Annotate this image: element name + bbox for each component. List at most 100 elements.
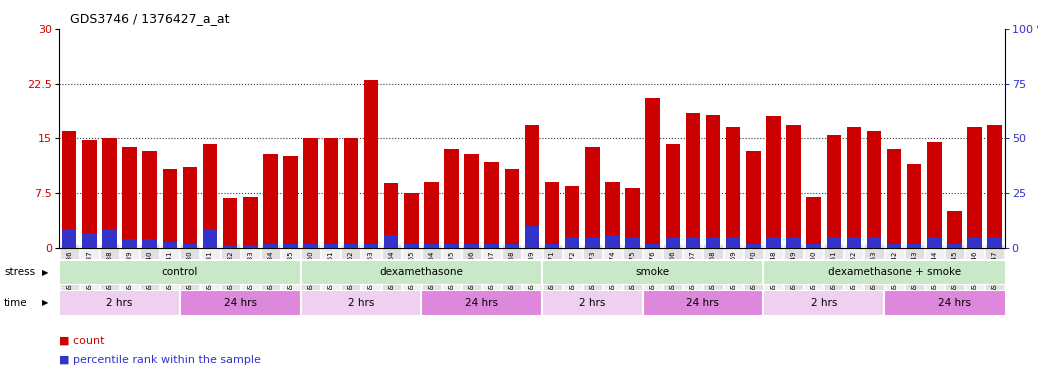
Bar — [363, 244, 378, 248]
Bar — [948, 244, 962, 248]
Bar — [907, 244, 922, 248]
Bar — [565, 186, 579, 248]
Bar — [766, 237, 781, 248]
Bar — [927, 142, 941, 248]
Bar — [485, 244, 499, 248]
Bar — [605, 235, 620, 248]
Bar — [283, 156, 298, 248]
Bar — [264, 244, 277, 248]
Bar — [987, 237, 1002, 248]
Bar — [746, 151, 761, 248]
Text: smoke: smoke — [635, 267, 670, 277]
Bar — [826, 135, 841, 248]
Bar — [643, 290, 763, 316]
Bar — [886, 244, 901, 248]
Bar — [122, 239, 137, 248]
Bar — [542, 260, 763, 285]
Bar — [884, 290, 1025, 316]
Text: 24 hrs: 24 hrs — [938, 298, 971, 308]
Bar — [344, 244, 358, 248]
Bar — [421, 290, 542, 316]
Bar — [303, 244, 318, 248]
Bar — [763, 290, 884, 316]
Bar — [766, 116, 781, 248]
Bar — [344, 138, 358, 248]
Bar — [59, 290, 180, 316]
Bar — [223, 245, 238, 248]
Bar — [243, 245, 257, 248]
Text: 24 hrs: 24 hrs — [686, 298, 719, 308]
Bar — [665, 237, 680, 248]
Bar — [646, 244, 660, 248]
Bar — [525, 226, 539, 248]
Bar — [542, 290, 643, 316]
Bar — [927, 237, 941, 248]
Text: dexamethasone + smoke: dexamethasone + smoke — [827, 267, 961, 277]
Text: ▶: ▶ — [43, 268, 49, 277]
Bar — [545, 182, 559, 248]
Bar — [180, 290, 301, 316]
Bar — [867, 131, 881, 248]
Bar — [565, 237, 579, 248]
Text: stress: stress — [4, 267, 35, 277]
Bar — [485, 162, 499, 248]
Bar — [787, 237, 800, 248]
Bar — [847, 237, 862, 248]
Bar — [301, 260, 542, 285]
Text: ■ count: ■ count — [59, 336, 105, 346]
Bar — [163, 169, 177, 248]
Bar — [183, 244, 197, 248]
Bar — [384, 235, 399, 248]
Bar — [122, 147, 137, 248]
Bar — [706, 237, 720, 248]
Bar — [967, 127, 982, 248]
Bar — [787, 125, 800, 248]
Bar — [706, 115, 720, 248]
Text: ▶: ▶ — [43, 298, 49, 308]
Text: 2 hrs: 2 hrs — [579, 298, 605, 308]
Bar — [763, 260, 1025, 285]
Bar — [243, 197, 257, 248]
Bar — [585, 237, 600, 248]
Bar — [948, 211, 962, 248]
Bar — [142, 151, 157, 248]
Bar — [183, 167, 197, 248]
Bar — [223, 198, 238, 248]
Bar — [987, 125, 1002, 248]
Bar — [425, 182, 439, 248]
Bar — [384, 184, 399, 248]
Bar — [585, 147, 600, 248]
Bar — [202, 144, 217, 248]
Bar — [464, 244, 479, 248]
Bar — [264, 154, 277, 248]
Text: 2 hrs: 2 hrs — [811, 298, 837, 308]
Bar — [686, 113, 701, 248]
Bar — [82, 140, 97, 248]
Bar — [726, 237, 740, 248]
Bar — [62, 131, 77, 248]
Text: ■ percentile rank within the sample: ■ percentile rank within the sample — [59, 355, 261, 365]
Text: 24 hrs: 24 hrs — [465, 298, 498, 308]
Text: time: time — [4, 298, 28, 308]
Bar — [646, 98, 660, 248]
Bar — [625, 237, 639, 248]
Bar — [62, 230, 77, 248]
Bar — [464, 154, 479, 248]
Text: 2 hrs: 2 hrs — [348, 298, 374, 308]
Text: 24 hrs: 24 hrs — [224, 298, 256, 308]
Bar — [807, 197, 821, 248]
Bar — [82, 233, 97, 248]
Text: dexamethasone: dexamethasone — [379, 267, 463, 277]
Bar — [907, 164, 922, 248]
Text: 2 hrs: 2 hrs — [106, 298, 133, 308]
Bar — [163, 242, 177, 248]
Bar — [202, 230, 217, 248]
Bar — [605, 182, 620, 248]
Bar — [886, 149, 901, 248]
Bar — [726, 127, 740, 248]
Bar — [867, 237, 881, 248]
Bar — [826, 237, 841, 248]
Bar — [301, 290, 421, 316]
Bar — [444, 149, 459, 248]
Text: control: control — [162, 267, 198, 277]
